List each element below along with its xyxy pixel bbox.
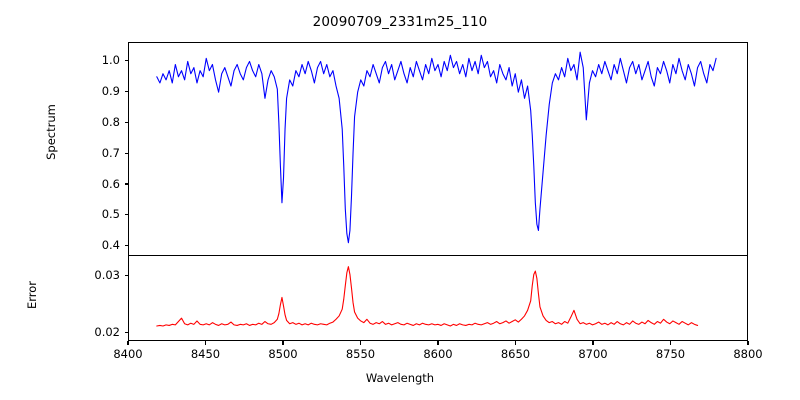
- spectrum-y-tick-mark: [124, 59, 128, 62]
- error-line-chart: [156, 266, 699, 327]
- x-tick-mark: [669, 341, 672, 345]
- x-tick-label: 8650: [500, 347, 531, 361]
- spectrum-y-tick-mark: [124, 121, 128, 123]
- error-y-tick-mark: [124, 274, 128, 276]
- spectrum-y-tick-mark: [124, 214, 128, 216]
- spectrum-y-tick-label: 0.8: [101, 114, 120, 129]
- x-tick-label: 8550: [345, 347, 376, 361]
- x-tick-label: 8700: [578, 347, 608, 361]
- spectrum-data-line: [156, 51, 717, 244]
- x-tick-label: 8500: [268, 347, 298, 361]
- x-tick-mark: [359, 341, 362, 345]
- x-tick-label: 8750: [655, 347, 686, 361]
- spectrum-y-tick-label: 0.6: [101, 176, 120, 191]
- x-tick-mark: [592, 341, 594, 345]
- spectrum-y-tick-label: 0.4: [101, 238, 120, 253]
- spectrum-y-tick-label: 1.0: [101, 53, 120, 68]
- x-tick-mark: [437, 341, 439, 345]
- error-data-line: [156, 266, 699, 327]
- x-tick-mark: [127, 341, 129, 345]
- error-y-axis-label: Error: [25, 280, 39, 310]
- spectrum-y-tick-label: 0.7: [101, 145, 120, 160]
- x-tick-label: 8600: [423, 347, 453, 361]
- error-y-tick-label: 0.02: [94, 324, 120, 339]
- error-plot-panel: [128, 255, 748, 341]
- spectrum-plot-panel: [128, 42, 748, 255]
- page-title: 20090709_2331m25_110: [312, 14, 488, 30]
- x-tick-label: 8800: [733, 347, 763, 361]
- x-tick-mark: [514, 341, 517, 345]
- spectrum-line-chart: [156, 51, 717, 244]
- spectrum-y-tick-label: 0.5: [101, 207, 120, 222]
- x-tick-mark: [204, 341, 207, 345]
- spectrum-y-tick-mark: [124, 90, 128, 92]
- spectrum-y-axis-label: Spectrum: [44, 104, 58, 160]
- x-tick-mark: [282, 341, 284, 345]
- spectrum-y-tick-mark: [124, 183, 128, 185]
- spectrum-y-tick-mark: [124, 245, 128, 247]
- spectrum-y-tick-mark: [124, 152, 128, 154]
- error-y-tick-mark: [124, 331, 128, 333]
- x-tick-mark: [747, 341, 749, 345]
- x-tick-label: 8450: [190, 347, 221, 361]
- spectrum-y-tick-label: 0.9: [101, 83, 120, 98]
- x-tick-label: 8400: [113, 347, 143, 361]
- x-axis-label: Wavelength: [365, 371, 435, 385]
- error-y-tick-label: 0.03: [94, 267, 120, 282]
